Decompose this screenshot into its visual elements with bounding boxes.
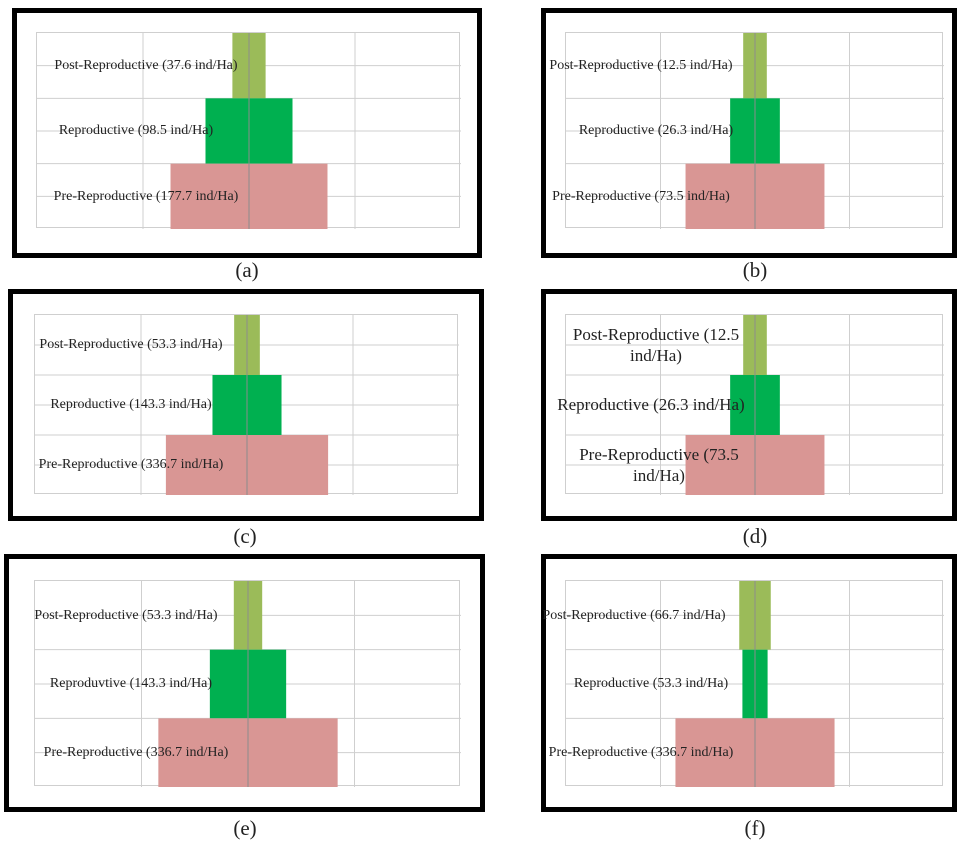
plot-area-d: Post-Reproductive (12.5 ind/Ha) Reproduct…	[557, 314, 944, 495]
bar-label-reproductive: Reproductive (143.3 ind/Ha)	[50, 397, 212, 413]
chart-svg-f	[566, 581, 944, 787]
plot-area-f: Post-Reproductive (66.7 ind/Ha) Reproduct…	[542, 580, 944, 787]
plot-area-a: Post-Reproductive (37.6 ind/Ha) Reproduct…	[36, 32, 461, 229]
bar-label-reproductive: Reproductive (53.3 ind/Ha)	[573, 676, 729, 692]
chart-svg-c	[35, 315, 459, 495]
plot-area-b: Post-Reproductive (12.5 ind/Ha) Reproduct…	[549, 32, 944, 229]
bar-label-post-reproductive: Post-Reproductive (53.3 ind/Ha)	[39, 337, 223, 353]
panel-caption-c: (c)	[233, 524, 257, 548]
bar-label-pre-reproductive: Pre-Reproductive (336.7 ind/Ha)	[548, 744, 734, 760]
bar-label-post-reproductive: Post-Reproductive (53.3 ind/Ha)	[34, 607, 218, 623]
bar-label-reproductive: Reproduvtive (143.3 ind/Ha)	[49, 676, 213, 692]
panel-caption-d: (d)	[742, 524, 768, 548]
bar-label-pre-reproductive: Pre-Reproductive (177.7 ind/Ha)	[53, 188, 239, 204]
chart-svg-d	[566, 315, 944, 495]
bar-label-post-reproductive: Post-Reproductive (37.6 ind/Ha)	[54, 57, 238, 73]
bar-label-post-reproductive: Post-Reproductive (12.5 ind/Ha)	[549, 57, 733, 73]
bar-label-pre-reproductive: Pre-Reproductive (336.7 ind/Ha)	[43, 744, 229, 760]
bar-label-pre-reproductive: Pre-Reproductive (73.5 ind/Ha)	[552, 188, 730, 204]
chart-svg-e	[35, 581, 461, 787]
bar-label-reproductive: Reproductive (98.5 ind/Ha)	[58, 123, 214, 139]
bar-label-post-reproductive: Post-Reproductive (66.7 ind/Ha)	[542, 607, 726, 623]
bar-label-pre-reproductive: Pre-Reproductive (336.7 ind/Ha)	[38, 457, 224, 473]
bar-label-reproductive: Reproductive (26.3 ind/Ha)	[578, 123, 734, 139]
bar-label-reproductive: Reproductive (26.3 ind/Ha)	[557, 395, 745, 415]
plot-area-e: Post-Reproductive (53.3 ind/Ha) Reproduvt…	[34, 580, 461, 787]
panel-caption-b: (b)	[742, 258, 768, 282]
bar-label-pre-reproductive: Pre-Reproductive (73.5 ind/Ha)	[579, 444, 739, 485]
panel-caption-f: (f)	[744, 816, 766, 840]
chart-svg-b	[566, 33, 944, 229]
chart-svg-a	[37, 33, 461, 229]
plot-area-c: Post-Reproductive (53.3 ind/Ha) Reproduct…	[34, 314, 459, 495]
panel-caption-a: (a)	[235, 258, 259, 282]
bar-label-post-reproductive: Post-Reproductive (12.5 ind/Ha)	[572, 324, 740, 365]
panel-caption-e: (e)	[233, 816, 257, 840]
